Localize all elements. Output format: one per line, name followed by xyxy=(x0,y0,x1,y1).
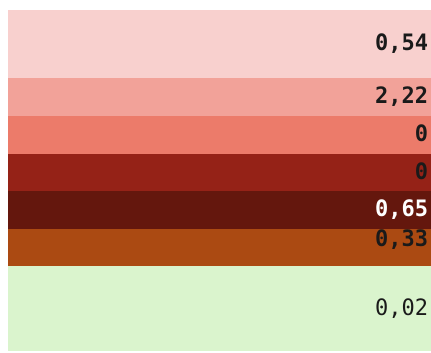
value-cell-2: 2,22 xyxy=(8,78,431,116)
value-label: 0,65 xyxy=(375,197,428,222)
value-label: 0,54 xyxy=(375,31,428,56)
value-label: 0,33 xyxy=(375,229,428,252)
value-cell-4: 0 xyxy=(8,154,431,191)
value-label: 0,02 xyxy=(375,295,428,321)
value-label: 0 xyxy=(414,122,428,147)
value-table: 0,54 2,22 0 0 0,65 0,33 0,02 xyxy=(8,10,431,351)
value-label: 0 xyxy=(414,159,428,185)
value-cell-7: 0,02 xyxy=(8,266,431,351)
value-cell-1: 0,54 xyxy=(8,10,431,78)
value-cell-5: 0,65 xyxy=(8,191,431,229)
value-label: 2,22 xyxy=(375,84,428,109)
value-cell-6: 0,33 xyxy=(8,229,431,266)
value-cell-3: 0 xyxy=(8,116,431,154)
